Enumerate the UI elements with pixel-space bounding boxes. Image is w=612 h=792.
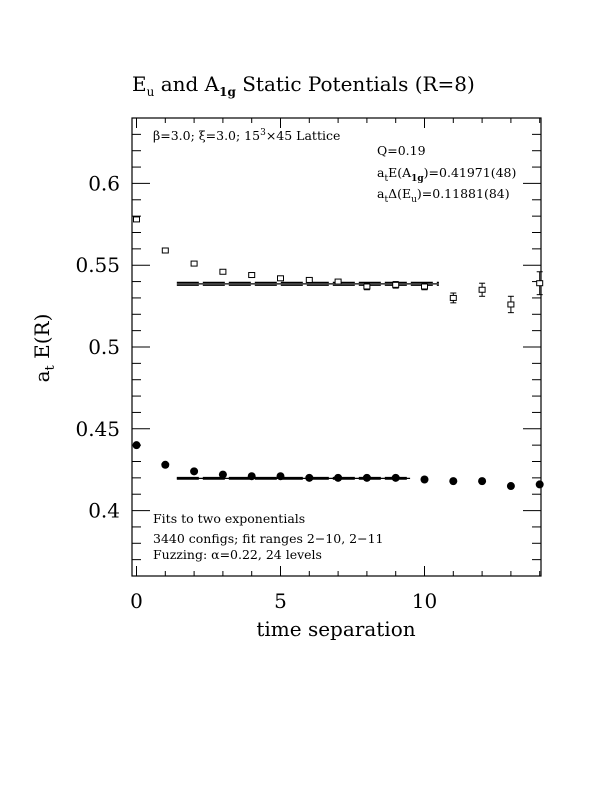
annotation-fits: Fits to two exponentials — [153, 511, 305, 526]
a1g-point — [132, 441, 141, 450]
y-title-a: a — [30, 370, 54, 382]
chart-title: Eu and A1g Static Potentials (R=8) — [132, 72, 475, 99]
a1g-point — [506, 482, 515, 491]
title-and: and A — [154, 72, 219, 96]
eu-point — [248, 272, 256, 279]
eu-point — [219, 268, 227, 275]
a1g-point — [276, 472, 285, 481]
fit-lines — [176, 281, 439, 480]
a1g-point — [391, 473, 400, 482]
a1g-point — [218, 470, 227, 479]
eu-point — [536, 280, 544, 287]
title-a-sub: 1g — [219, 85, 236, 99]
y-title-rest: E(R) — [30, 314, 54, 366]
x-tick-label: 0 — [130, 589, 143, 613]
annotations: β=3.0; ξ=3.0; 153×45 Lattice Q=0.19 atE(… — [153, 128, 516, 562]
a1g-point — [362, 473, 371, 482]
a1g-point — [535, 480, 544, 489]
eu-point — [133, 216, 140, 223]
a1g-point — [161, 460, 170, 469]
axis-tick-labels: 0 5 10 0.4 0.45 0.5 0.55 0.6 — [75, 171, 437, 613]
x-axis-title: time separation — [256, 617, 415, 641]
annotation-configs: 3440 configs; fit ranges 2−10, 2−11 — [153, 531, 384, 546]
x-tick-label: 5 — [274, 589, 287, 613]
title-e-sub: u — [147, 85, 155, 99]
title-e: E — [132, 72, 147, 96]
a1g-point — [449, 477, 458, 486]
y-tick-label: 0.5 — [88, 335, 120, 359]
eu-point — [449, 294, 457, 301]
y-tick-label: 0.55 — [75, 253, 120, 277]
eu-point — [334, 278, 342, 285]
a1g-point — [334, 473, 343, 482]
annotation-fuzzing: Fuzzing: α=0.22, 24 levels — [153, 547, 322, 562]
axis-ticks — [132, 117, 541, 577]
svg-text:Eu and A1g Static Potentials (: Eu and A1g Static Potentials (R=8) — [132, 72, 475, 99]
eu-point — [421, 283, 428, 290]
a1g-point — [305, 473, 314, 482]
y-tick-label: 0.4 — [88, 499, 120, 523]
svg-text:at E(R): at E(R) — [30, 314, 58, 383]
title-rest: Static Potentials (R=8) — [236, 72, 475, 96]
annotation-lattice: β=3.0; ξ=3.0; 153×45 Lattice — [153, 128, 340, 143]
a1g-point — [420, 475, 429, 484]
eu-point — [507, 301, 515, 308]
y-axis-title: at E(R) — [30, 314, 58, 383]
annotation-a1g-energy: atE(A1g)=0.41971(48) — [377, 165, 516, 184]
eu-point — [305, 276, 313, 283]
data-points — [132, 216, 544, 491]
y-tick-label: 0.45 — [75, 417, 120, 441]
eu-point — [478, 286, 486, 293]
eu-point — [190, 260, 198, 267]
a1g-point — [478, 477, 487, 486]
eu-point — [161, 247, 169, 254]
annotation-q: Q=0.19 — [377, 143, 426, 158]
eu-point — [363, 283, 371, 290]
y-title-sub: t — [43, 364, 58, 370]
eu-point — [392, 281, 400, 288]
a1g-point — [190, 467, 199, 476]
eu-point — [277, 275, 284, 282]
a1g-point — [247, 472, 256, 481]
y-tick-label: 0.6 — [88, 171, 120, 195]
x-tick-label: 10 — [412, 589, 437, 613]
annotation-eu-gap: atΔ(Eu)=0.11881(84) — [377, 186, 510, 205]
